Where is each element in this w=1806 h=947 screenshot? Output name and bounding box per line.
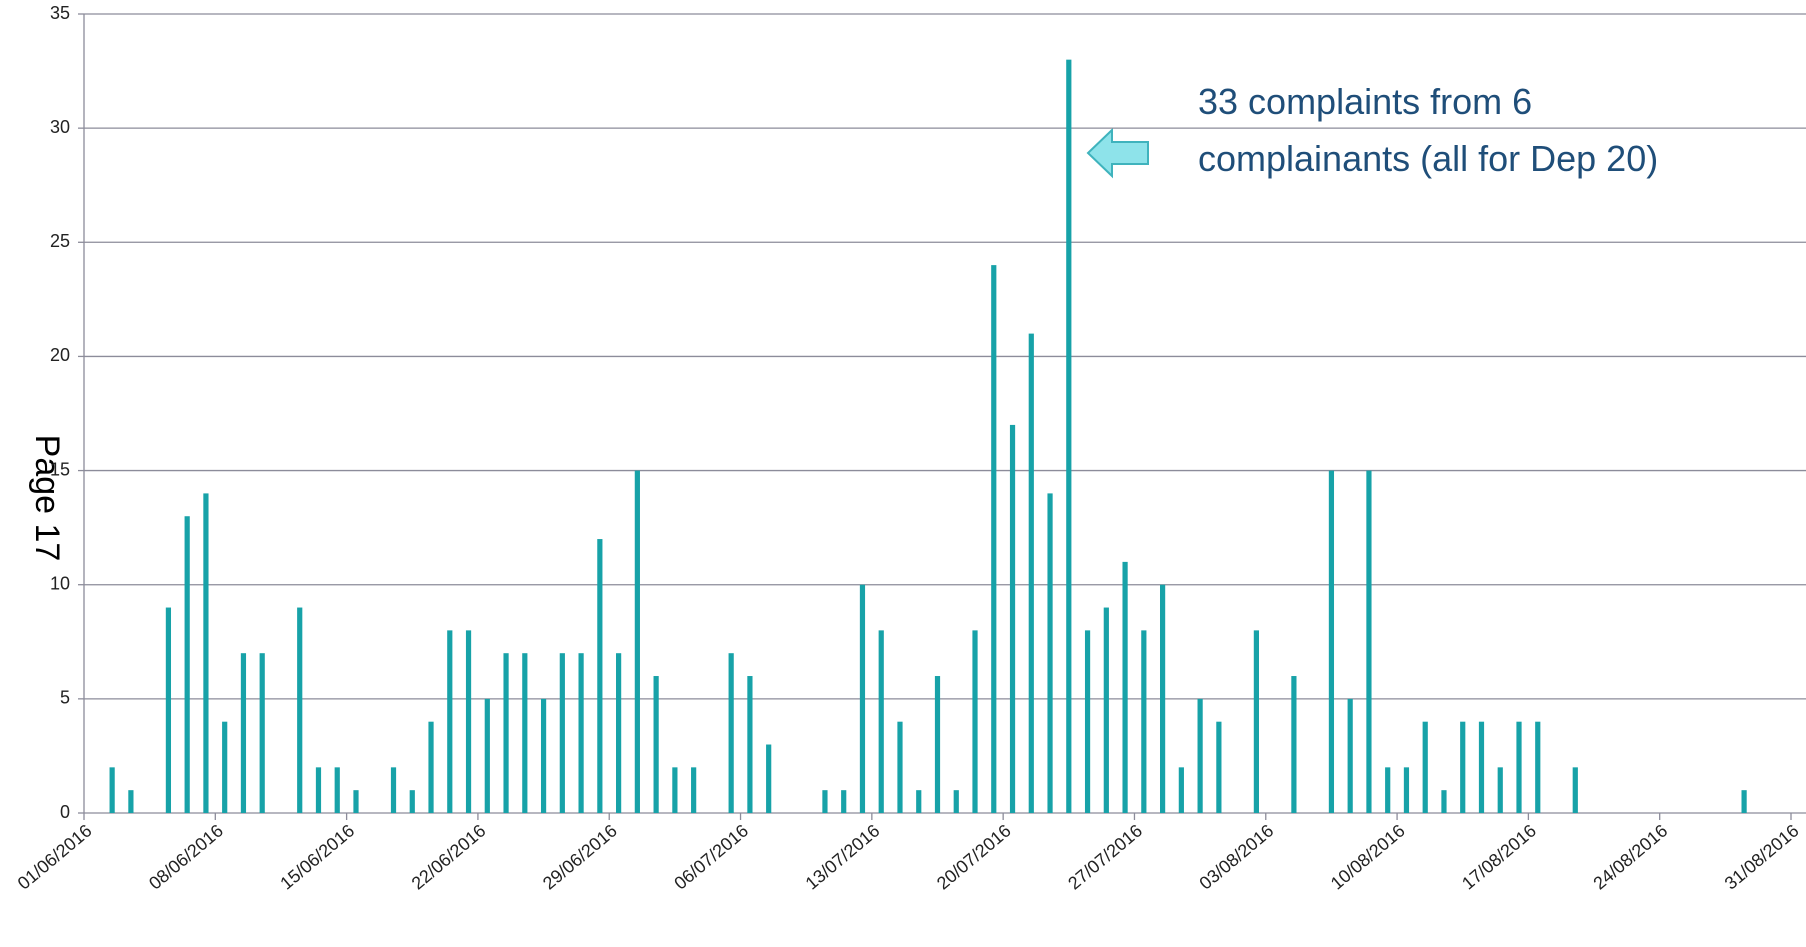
bar xyxy=(1478,721,1485,813)
bar xyxy=(841,790,847,813)
bar xyxy=(747,676,753,813)
x-tick-label: 06/07/2016 xyxy=(670,820,752,893)
bar xyxy=(334,767,340,813)
bar xyxy=(878,630,884,813)
bar xyxy=(1441,790,1447,813)
bar xyxy=(728,653,734,813)
x-tick-label: 27/07/2016 xyxy=(1064,820,1146,893)
x-tick-label: 10/08/2016 xyxy=(1327,820,1409,893)
x-tick-label: 22/06/2016 xyxy=(408,820,490,893)
bar xyxy=(465,630,472,813)
y-tick-label: 35 xyxy=(50,3,70,23)
bar xyxy=(559,653,565,813)
bar xyxy=(1497,767,1503,813)
bar xyxy=(1291,676,1297,813)
bar xyxy=(822,790,828,813)
bar xyxy=(484,698,490,813)
bar xyxy=(916,790,922,813)
bar xyxy=(259,653,265,813)
x-tick-label: 03/08/2016 xyxy=(1196,820,1278,893)
bar xyxy=(1403,767,1410,813)
bar xyxy=(1366,470,1372,813)
bar xyxy=(1572,767,1578,813)
bar xyxy=(653,676,659,813)
bar xyxy=(203,493,209,813)
y-tick-label: 0 xyxy=(60,802,70,822)
bar xyxy=(1460,721,1466,813)
bar xyxy=(222,721,228,813)
bar xyxy=(1103,607,1109,813)
bar xyxy=(1084,630,1091,813)
bar xyxy=(1122,561,1128,813)
bar xyxy=(1253,630,1259,813)
x-tick-label: 08/06/2016 xyxy=(145,820,227,893)
y-tick-label: 15 xyxy=(50,459,70,479)
y-tick-label: 30 xyxy=(50,117,70,137)
bar xyxy=(1347,698,1353,813)
x-tick-label: 29/06/2016 xyxy=(539,820,621,893)
bar xyxy=(597,539,603,813)
x-tick-label: 15/06/2016 xyxy=(276,820,358,893)
bar xyxy=(1178,767,1184,813)
bar xyxy=(897,721,903,813)
bar xyxy=(953,790,959,813)
bar xyxy=(616,653,622,813)
bar xyxy=(1028,333,1034,813)
bar xyxy=(109,767,115,813)
bar xyxy=(297,607,303,813)
bar xyxy=(691,767,697,813)
bar xyxy=(353,790,359,813)
annotation-line: 33 complaints from 6 xyxy=(1198,81,1532,122)
x-tick-label: 01/06/2016 xyxy=(14,820,96,893)
bar xyxy=(315,767,322,813)
bar xyxy=(1141,630,1147,813)
bar xyxy=(540,698,547,813)
bar xyxy=(578,653,584,813)
bar xyxy=(1741,790,1747,813)
bar xyxy=(1216,721,1222,813)
bar xyxy=(1047,493,1053,813)
bar xyxy=(522,653,528,813)
x-tick-label: 17/08/2016 xyxy=(1458,820,1540,893)
x-tick-label: 20/07/2016 xyxy=(933,820,1015,893)
bar xyxy=(390,767,397,813)
bar xyxy=(1422,721,1428,813)
bar xyxy=(1385,767,1391,813)
bar xyxy=(1009,424,1016,813)
bar xyxy=(128,790,134,813)
bar xyxy=(634,470,640,813)
annotation-line: complainants (all for Dep 20) xyxy=(1198,138,1658,179)
bar xyxy=(1516,721,1522,813)
x-tick-label: 13/07/2016 xyxy=(802,820,884,893)
bar xyxy=(991,265,997,814)
bar xyxy=(165,607,172,813)
y-tick-label: 20 xyxy=(50,345,70,365)
bar xyxy=(1328,470,1335,813)
x-tick-label: 24/08/2016 xyxy=(1589,820,1671,893)
bar xyxy=(934,676,941,813)
bar xyxy=(766,744,772,813)
bar xyxy=(447,630,453,813)
x-tick-label: 31/08/2016 xyxy=(1721,820,1803,893)
bar xyxy=(428,721,434,813)
y-tick-label: 10 xyxy=(50,573,70,593)
bar xyxy=(672,767,678,813)
bar xyxy=(1197,698,1203,813)
bar xyxy=(184,516,190,813)
y-tick-label: 25 xyxy=(50,231,70,251)
bar xyxy=(240,653,247,813)
y-tick-label: 5 xyxy=(60,688,70,708)
bar xyxy=(859,584,866,813)
page-label: Page 17 xyxy=(28,435,66,562)
bar xyxy=(409,790,415,813)
annotation-arrow xyxy=(1086,127,1149,179)
bar xyxy=(1535,721,1541,813)
bar xyxy=(1159,584,1166,813)
bar xyxy=(503,653,509,813)
bar xyxy=(1066,59,1072,813)
bar xyxy=(972,630,978,813)
